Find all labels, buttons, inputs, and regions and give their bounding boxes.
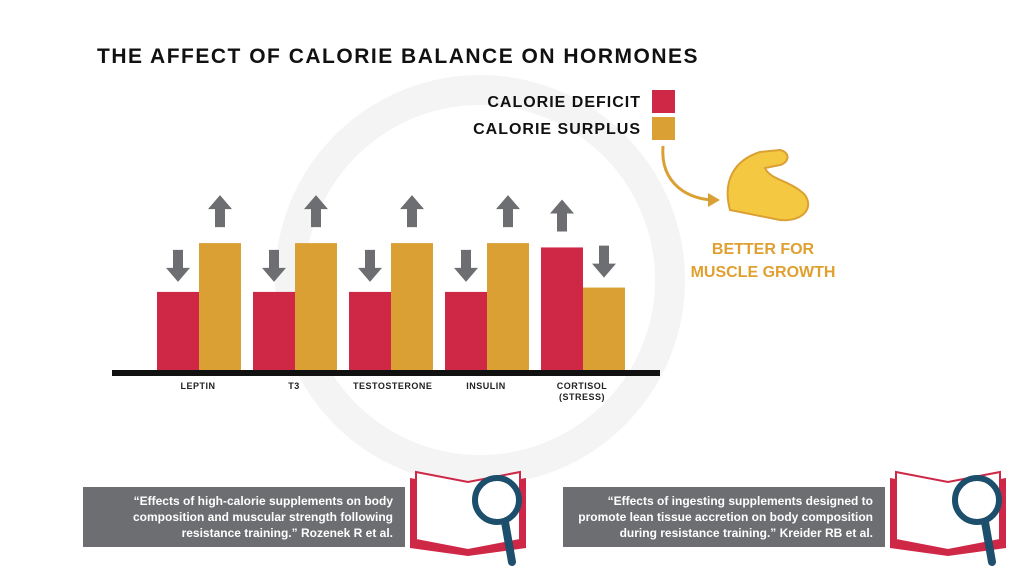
legend-swatch <box>652 117 675 140</box>
reference-author: Rozenek R et al. <box>300 526 393 540</box>
book-icon <box>890 470 1006 566</box>
reference-author: Kreider RB et al. <box>779 526 873 540</box>
direction-arrow <box>592 245 616 278</box>
bar <box>349 291 391 370</box>
direction-arrow <box>262 249 286 282</box>
x-tick-label: TESTOSTERONE <box>353 381 433 391</box>
arm-icon <box>726 148 810 222</box>
bar <box>487 243 529 370</box>
bar <box>199 243 241 370</box>
chart-title: THE AFFECT OF CALORIE BALANCE ON HORMONE… <box>97 45 699 68</box>
direction-arrow <box>400 195 424 228</box>
bar <box>445 291 487 370</box>
direction-arrow <box>208 195 232 228</box>
reference-quote: “Effects of high-calorie supplements on … <box>132 494 393 540</box>
baseline <box>112 370 660 376</box>
reference: “Effects of ingesting supplements design… <box>573 493 873 541</box>
quote-box <box>83 487 405 547</box>
bar <box>295 243 337 370</box>
x-tick-label: LEPTIN <box>180 381 216 391</box>
annotation: BETTER FOR MUSCLE GROWTH <box>690 241 836 281</box>
bar <box>253 291 295 370</box>
x-tick-label: T3 <box>288 381 300 391</box>
x-tick-label: INSULIN <box>466 381 506 391</box>
direction-arrow <box>550 199 574 232</box>
bar <box>541 247 583 370</box>
callout-arrowhead <box>708 193 720 207</box>
direction-arrow <box>166 249 190 282</box>
quote-box <box>563 487 885 547</box>
bar <box>583 287 625 370</box>
bar <box>391 243 433 370</box>
direction-arrow <box>496 195 520 228</box>
legend-swatch <box>652 90 675 113</box>
direction-arrow <box>358 249 382 282</box>
legend-label: CALORIE DEFICIT <box>487 94 641 111</box>
bar <box>157 291 199 370</box>
watermark <box>275 75 685 485</box>
x-tick-label: CORTISOL (STRESS) <box>556 381 608 402</box>
callout-arrow <box>661 145 716 202</box>
direction-arrow <box>454 249 478 282</box>
book-icon <box>410 470 526 566</box>
reference: “Effects of high-calorie supplements on … <box>93 493 393 541</box>
legend-label: CALORIE SURPLUS <box>473 121 641 138</box>
direction-arrow <box>304 195 328 228</box>
reference-quote: “Effects of ingesting supplements design… <box>578 494 873 540</box>
